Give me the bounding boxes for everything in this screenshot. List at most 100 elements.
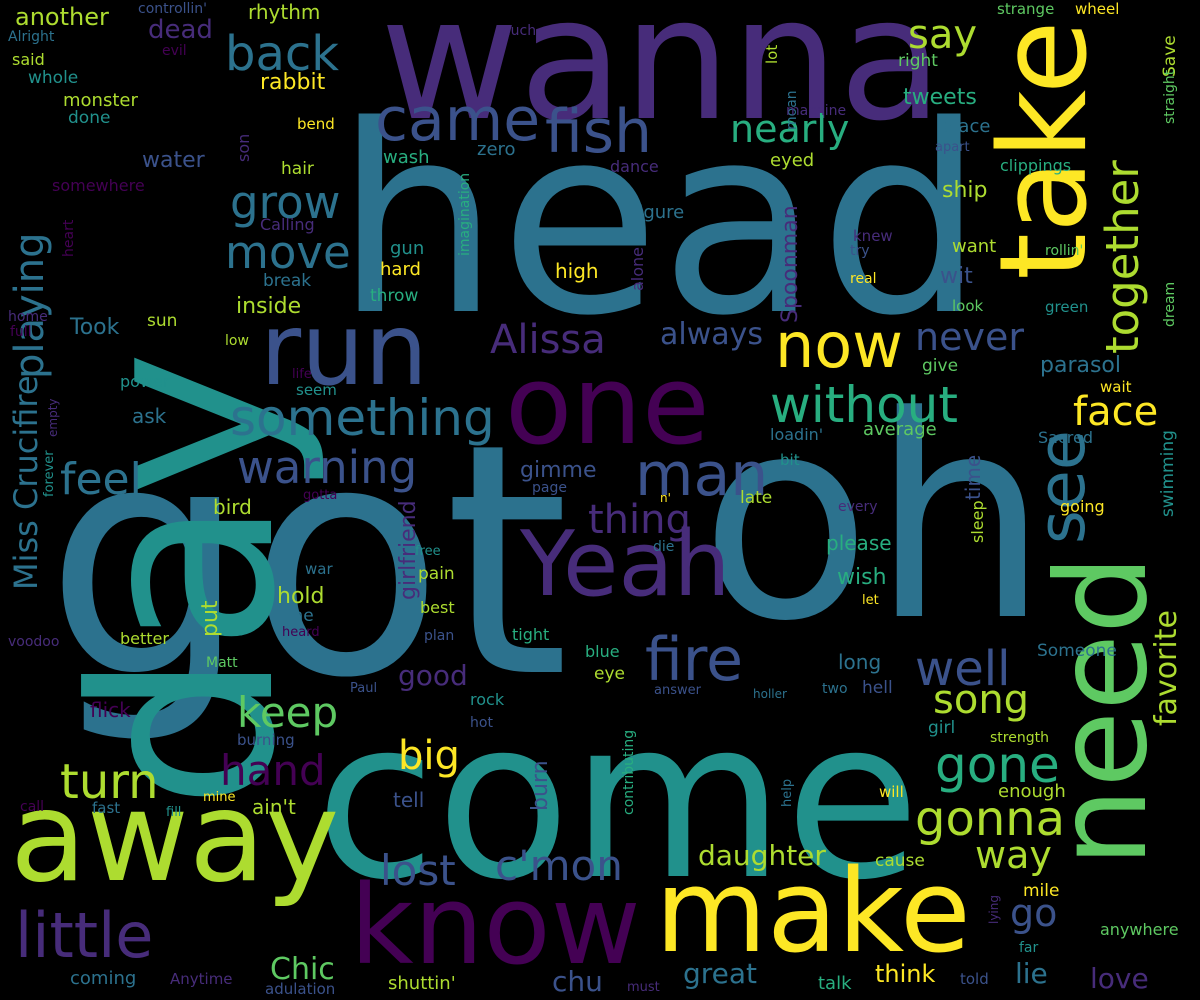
word-know: know (350, 861, 641, 989)
word-another: another (15, 3, 109, 31)
word-gonna: gonna (915, 791, 1066, 847)
word-come: come (315, 672, 921, 928)
word-keep: keep (237, 688, 339, 737)
word-best: best (420, 598, 455, 617)
word-hair: hair (281, 159, 314, 179)
word-without: without (770, 376, 958, 434)
word-dead: dead (148, 15, 213, 45)
word-talk: talk (818, 973, 852, 994)
word-coming: coming (70, 968, 137, 989)
word-knew: knew (853, 227, 893, 245)
word-rollin: rollin' (1045, 243, 1084, 259)
word-wait: wait (1100, 378, 1132, 396)
word-wheel: wheel (1075, 0, 1120, 18)
word-fill: fill (166, 805, 182, 820)
word-always: always (660, 317, 764, 352)
word-told: told (960, 970, 989, 988)
word-water: water (142, 148, 205, 173)
word-great: great (683, 957, 758, 990)
word-lie: lie (1015, 957, 1048, 990)
word-wit: wit (940, 264, 973, 289)
word-help: help (780, 778, 795, 807)
word-better: better (120, 629, 169, 648)
word-life: life (292, 367, 312, 382)
word-hot: hot (470, 715, 493, 731)
word-sacred: Sacred (1038, 428, 1093, 447)
word-face: face (1073, 389, 1159, 435)
word-lost: lost (380, 846, 456, 895)
word-go: go (1010, 891, 1058, 935)
word-say: say (908, 12, 978, 58)
word-way: way (975, 833, 1052, 877)
word-ship: ship (942, 178, 988, 203)
word-oh: oh (700, 357, 1049, 683)
word-strange: strange (997, 0, 1055, 18)
word-green: green (1045, 298, 1089, 316)
word-chu: chu (552, 965, 603, 998)
word-matt: Matt (206, 655, 238, 671)
word-tight: tight (512, 625, 550, 644)
word-cause: cause (875, 851, 925, 871)
word-machine: machine (786, 103, 847, 119)
word-dream: dream (1162, 281, 1178, 327)
word-plan: plan (424, 628, 455, 644)
word-fire: fire (645, 625, 744, 695)
word-anytime: Anytime (170, 970, 233, 988)
word-monster: monster (63, 90, 138, 111)
word-favorite: favorite (1149, 610, 1184, 726)
word-home: home (8, 309, 48, 325)
word-voodoo: voodoo (8, 634, 60, 650)
word-enough: enough (998, 781, 1066, 802)
word-hell: hell (862, 678, 893, 698)
word-free: free (415, 544, 441, 559)
word-hand: hand (220, 746, 326, 795)
word-far: far (1019, 940, 1039, 956)
word-now: now (775, 309, 903, 382)
word-grow: grow (230, 176, 341, 229)
word-well: well (915, 641, 1011, 697)
word-gimme: gimme (520, 458, 597, 483)
word-nearly: nearly (730, 107, 850, 151)
word-heard: heard (282, 625, 320, 640)
word-war: war (305, 560, 333, 578)
word-fish: fish (545, 97, 653, 167)
word-line: line (283, 606, 314, 626)
word-run: run (260, 291, 428, 408)
word-going: going (1060, 497, 1105, 516)
word-together: together (1096, 160, 1149, 354)
word-imagination: imagination (457, 172, 473, 256)
word-son: son (234, 133, 253, 162)
word-away: away (10, 765, 340, 910)
word-alone: alone (628, 246, 647, 291)
word-hold: hold (277, 584, 325, 609)
word-eyed: eyed (770, 150, 815, 171)
word-whole: whole (28, 68, 79, 88)
word-tell: tell (393, 788, 425, 812)
word-zero: zero (477, 139, 516, 160)
word-want: want (952, 236, 997, 257)
word-figure: figure (632, 202, 685, 223)
word-loadin: loadin' (770, 425, 824, 444)
word-clippings: clippings (1000, 156, 1072, 175)
word-lot: lot (763, 44, 781, 64)
word-bend: bend (297, 115, 335, 133)
word-tweets: tweets (903, 85, 977, 110)
word-throw: throw (370, 286, 419, 306)
word-swimming: swimming (1158, 430, 1178, 517)
word-blue: blue (585, 642, 620, 661)
word-seem: seem (296, 381, 337, 399)
word-chic: Chic (270, 952, 335, 987)
word-paul: Paul (350, 681, 378, 696)
word-song: song (933, 677, 1030, 723)
word-break: break (263, 271, 312, 291)
word-one: one (505, 341, 710, 469)
word-please: please (826, 531, 892, 555)
word-two: two (822, 681, 848, 697)
word-controllin: controllin' (138, 1, 208, 17)
word-fast: fast (92, 799, 121, 817)
word-feel: feel (60, 454, 142, 505)
word-little: little (15, 899, 154, 972)
word-never: never (915, 315, 1024, 359)
word-heart: heart (61, 219, 77, 257)
word-someone: Someone (1037, 641, 1117, 661)
